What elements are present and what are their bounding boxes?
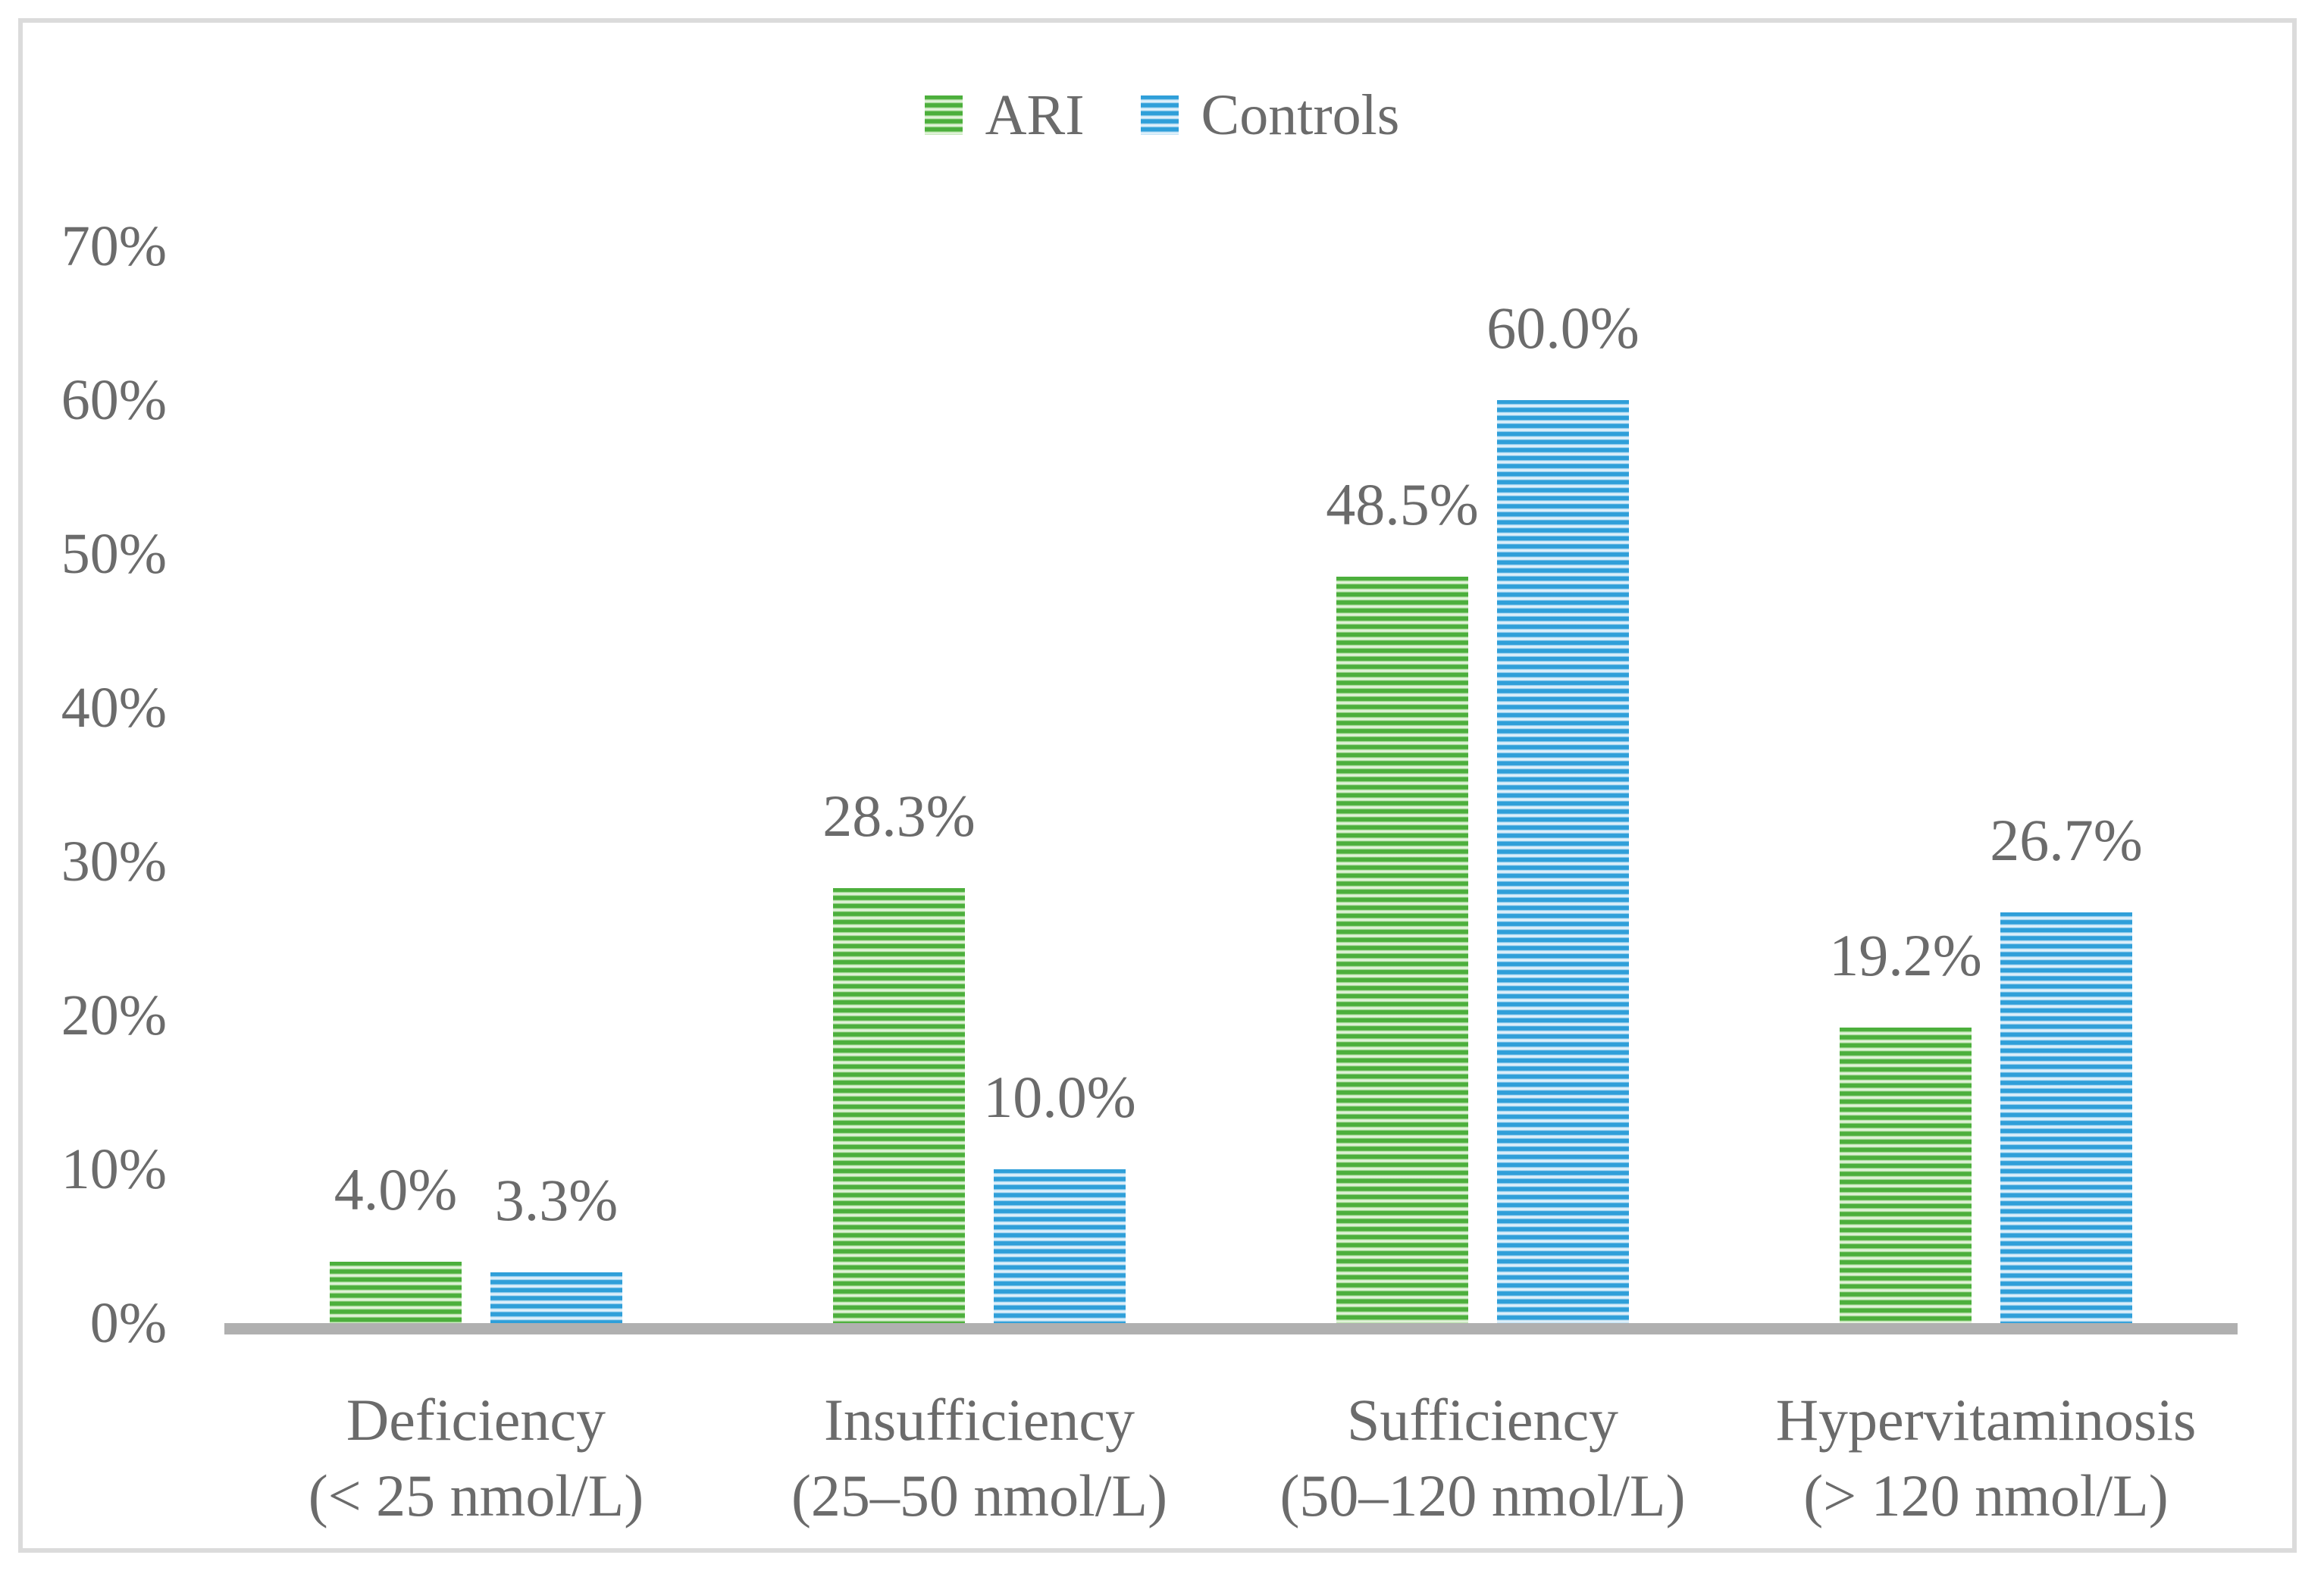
bar-ari-insufficiency bbox=[833, 888, 965, 1323]
category-name: Insufficiency bbox=[823, 1387, 1135, 1453]
data-label-controls-hypervitaminosis: 26.7% bbox=[1990, 807, 2143, 873]
category-range: (> 120 nmol/L) bbox=[1803, 1463, 2169, 1528]
bar-ari-deficiency bbox=[330, 1262, 462, 1323]
legend-swatch-ari-icon bbox=[924, 95, 963, 135]
bar-ari-hypervitaminosis bbox=[1840, 1028, 1972, 1323]
category-range: (< 25 nmol/L) bbox=[308, 1463, 644, 1528]
data-label-ari-insufficiency: 28.3% bbox=[822, 783, 976, 849]
x-axis-baseline bbox=[224, 1323, 2238, 1334]
y-axis-tick-label: 40% bbox=[61, 676, 167, 740]
bar-controls-insufficiency bbox=[994, 1169, 1126, 1323]
y-axis-tick-label: 10% bbox=[61, 1137, 167, 1201]
y-axis-tick-label: 60% bbox=[61, 368, 167, 432]
legend-label: ARI bbox=[985, 83, 1085, 147]
legend-item-controls: Controls bbox=[1140, 83, 1400, 147]
data-label-controls-deficiency: 3.3% bbox=[494, 1167, 619, 1233]
category-range: (25–50 nmol/L) bbox=[791, 1463, 1168, 1528]
y-axis-tick-label: 50% bbox=[61, 522, 167, 586]
data-label-ari-deficiency: 4.0% bbox=[334, 1156, 458, 1222]
data-label-ari-sufficiency: 48.5% bbox=[1326, 471, 1479, 537]
category-label-sufficiency: Sufficiency (50–120 nmol/L) bbox=[1231, 1382, 1734, 1534]
category-label-deficiency: Deficiency (< 25 nmol/L) bbox=[224, 1382, 728, 1534]
data-label-controls-insufficiency: 10.0% bbox=[983, 1064, 1136, 1130]
bar-controls-deficiency bbox=[490, 1272, 622, 1323]
legend-swatch-controls-icon bbox=[1140, 95, 1179, 135]
bar-ari-sufficiency bbox=[1336, 577, 1468, 1323]
bar-controls-sufficiency bbox=[1497, 400, 1629, 1323]
chart-legend: ARI Controls bbox=[0, 85, 2324, 145]
y-axis-tick-label: 70% bbox=[61, 214, 167, 278]
legend-item-ari: ARI bbox=[924, 83, 1085, 147]
data-label-controls-sufficiency: 60.0% bbox=[1486, 295, 1640, 361]
category-name: Sufficiency bbox=[1346, 1387, 1619, 1453]
y-axis-tick-label: 0% bbox=[89, 1291, 167, 1355]
category-range: (50–120 nmol/L) bbox=[1279, 1463, 1686, 1528]
category-label-insufficiency: Insufficiency (25–50 nmol/L) bbox=[728, 1382, 1231, 1534]
category-name: Deficiency bbox=[346, 1387, 606, 1453]
category-name: Hypervitaminosis bbox=[1775, 1387, 2197, 1453]
y-axis-tick-label: 20% bbox=[61, 984, 167, 1047]
bar-controls-hypervitaminosis bbox=[2000, 912, 2132, 1323]
legend-label: Controls bbox=[1201, 83, 1400, 147]
category-label-hypervitaminosis: Hypervitaminosis (> 120 nmol/L) bbox=[1734, 1382, 2238, 1534]
data-label-ari-hypervitaminosis: 19.2% bbox=[1829, 922, 1982, 988]
y-axis-tick-label: 30% bbox=[61, 830, 167, 893]
